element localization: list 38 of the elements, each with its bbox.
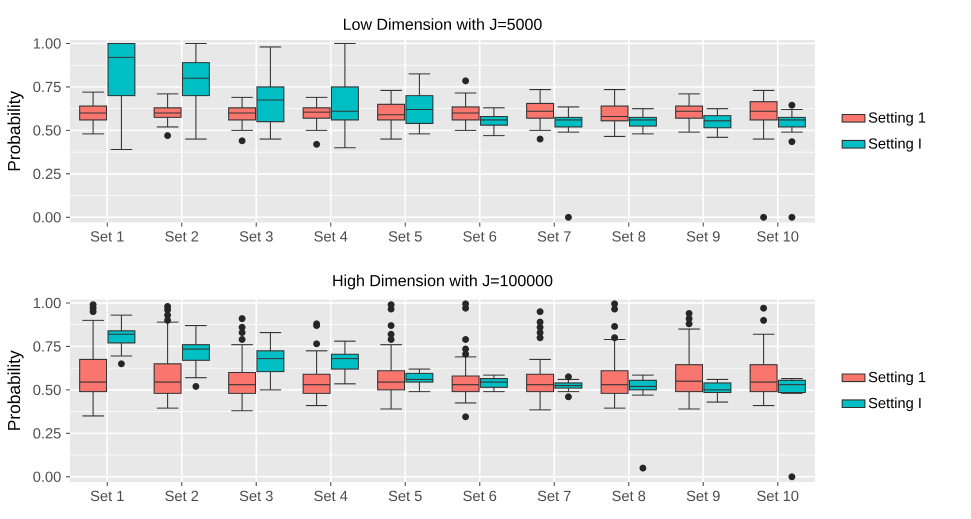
- legend-label: Setting I: [868, 138, 921, 152]
- legend-label: Setting I: [868, 397, 921, 412]
- y-tick-label: 0.50: [33, 384, 61, 396]
- x-tick-label: Set 3: [240, 231, 273, 242]
- x-tick-label: Set 9: [686, 490, 720, 502]
- x-tick-label: Set 1: [90, 231, 124, 242]
- x-tick-label: Set 7: [538, 490, 571, 502]
- y-tick-label: 0.00: [33, 212, 61, 222]
- legend-label: Setting 1: [868, 112, 926, 126]
- legend-label: Setting 1: [868, 371, 926, 386]
- y-tick-label: 0.25: [33, 428, 61, 439]
- y-tick-label: 1.00: [34, 38, 61, 49]
- x-tick-label: Set 3: [240, 490, 273, 502]
- x-tick-label: Set 10: [757, 231, 798, 242]
- x-tick-label: Set 1: [90, 490, 124, 502]
- x-tick-label: Set 6: [463, 490, 496, 502]
- y-tick-label: 1.00: [34, 298, 61, 308]
- y-tick-label: 0.00: [33, 472, 61, 482]
- x-tick-label: Set 2: [165, 490, 198, 502]
- y-tick-label: 0.25: [33, 168, 61, 180]
- x-tick-label: Set 4: [314, 231, 348, 242]
- y-tick-label: 0.50: [33, 125, 61, 136]
- chart-title: High Dimension with J=100000: [333, 274, 552, 290]
- y-axis-title: Probability: [7, 90, 24, 170]
- x-tick-label: Set 10: [757, 490, 798, 502]
- x-tick-label: Set 8: [612, 490, 646, 502]
- x-tick-label: Set 4: [314, 490, 348, 502]
- x-tick-label: Set 8: [612, 231, 646, 242]
- x-tick-label: Set 9: [686, 231, 720, 242]
- x-tick-label: Set 5: [388, 231, 422, 242]
- x-tick-label: Set 7: [538, 231, 571, 242]
- x-tick-label: Set 5: [388, 490, 422, 502]
- y-tick-label: 0.75: [33, 341, 61, 352]
- x-tick-label: Set 6: [463, 231, 496, 242]
- x-tick-label: Set 2: [165, 231, 198, 242]
- chart-title: Low Dimension with J=5000: [344, 18, 542, 30]
- y-axis-title: Probability: [7, 350, 24, 430]
- y-tick-label: 0.75: [33, 82, 61, 92]
